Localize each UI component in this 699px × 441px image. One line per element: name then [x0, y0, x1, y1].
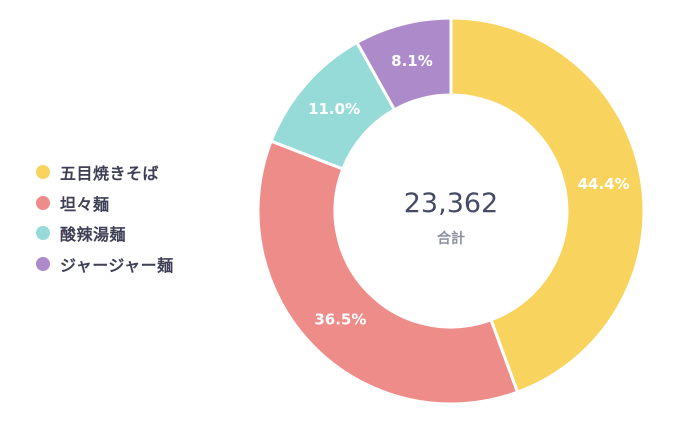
legend-label: 酸辣湯麺: [60, 225, 127, 244]
slice-gomoku-yakisoba: [449, 16, 646, 394]
legend-swatch: [36, 256, 50, 271]
slice-label-tantanmen: 36.5%: [314, 311, 366, 329]
legend-label: 坦々麺: [60, 194, 110, 214]
legend-swatch: [36, 165, 50, 179]
slice-label-gomoku-yakisoba: 44.4%: [578, 175, 630, 193]
center-caption: 合計: [437, 230, 465, 247]
legend-swatch: [36, 226, 50, 240]
slice-tantanmen: [256, 139, 520, 406]
legend-item-jajamen: ジャージャー麺: [36, 254, 174, 275]
chart-legend: 五目焼きそば 坦々麺 酸辣湯麺 ジャージャー麺: [36, 162, 174, 275]
legend-item-gomoku-yakisoba: 五目焼きそば: [36, 162, 174, 183]
legend-item-sanratanmen: 酸辣湯麺: [36, 223, 174, 244]
slice-labels: 44.4% 36.5% 11.0% 8.1%: [308, 52, 630, 329]
center-total: 23,362: [404, 188, 498, 219]
slice-jajamen: [355, 16, 453, 112]
legend-label: 五目焼きそば: [60, 164, 160, 183]
slice-label-jajamen: 8.1%: [391, 52, 433, 70]
donut-slices: [256, 16, 646, 406]
legend-swatch: [36, 195, 50, 210]
legend-item-tantanmen: 坦々麺: [36, 193, 174, 214]
slice-label-sanratanmen: 11.0%: [308, 100, 360, 118]
legend-label: ジャージャー麺: [60, 255, 174, 275]
